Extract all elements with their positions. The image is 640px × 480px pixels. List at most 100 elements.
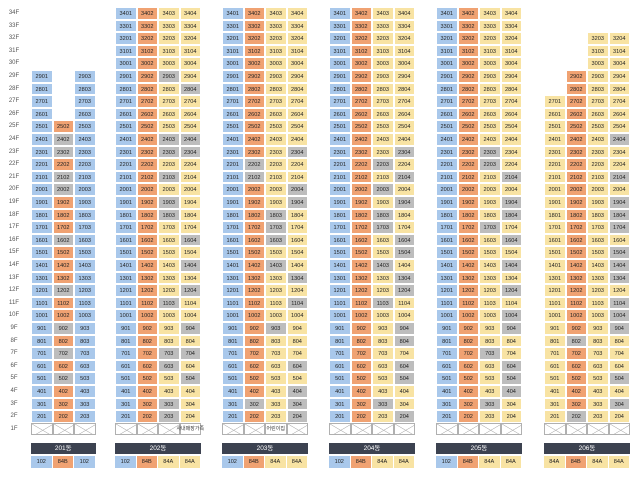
unit-cell: 2203 — [74, 158, 96, 171]
unit-cell: 2202 — [52, 158, 74, 171]
unit-cell: 2304 — [500, 145, 522, 159]
unit-cell: 1102 — [350, 296, 372, 310]
unit-cell: 902 — [52, 322, 74, 335]
unit-cell: 2502 — [136, 120, 158, 133]
unit-cell: 3102 — [457, 44, 479, 58]
empty-ground-unit — [286, 422, 308, 436]
unit-cell: 402 — [243, 385, 265, 398]
unit-cell: 1103 — [158, 296, 180, 310]
unit-cell: 1203 — [74, 284, 96, 297]
unit-cell: 2904 — [608, 70, 630, 83]
unit-cell: 203 — [372, 410, 394, 423]
unit-cell: 502 — [136, 372, 158, 385]
unit-cell: 1602 — [565, 233, 587, 247]
unit-cell: 2902 — [136, 70, 158, 83]
unit-cell: 3404 — [500, 7, 522, 20]
unit-cell: 2604 — [393, 107, 415, 121]
unit-cell: 1704 — [179, 221, 201, 234]
unit-cell: 1803 — [587, 208, 609, 222]
unit-cell: 1501 — [115, 246, 137, 259]
unit-cell: 3102 — [350, 44, 372, 58]
unit-cell: 2404 — [608, 133, 630, 146]
unit-cell: 2401 — [436, 133, 458, 146]
unit-cell: 3302 — [457, 19, 479, 33]
unit-cell: 1202 — [136, 284, 158, 297]
empty-ground-unit — [158, 422, 180, 436]
unit-cell: 202 — [457, 410, 479, 423]
unit-cell: 1703 — [372, 221, 394, 234]
unit-cell: 2402 — [457, 133, 479, 146]
unit-cell: 501 — [115, 372, 137, 385]
unit-cell: 2702 — [350, 95, 372, 108]
unit-cell: 2302 — [457, 145, 479, 159]
unit-cell: 2101 — [222, 170, 244, 184]
unit-cell: 2902 — [565, 70, 587, 83]
unit-cell: 1902 — [243, 196, 265, 209]
unit-cell: 1904 — [286, 196, 308, 209]
unit-cell: 3303 — [479, 19, 501, 33]
unit-cell: 1602 — [136, 233, 158, 247]
unit-cell: 1802 — [243, 208, 265, 222]
unit-cell: 1904 — [608, 196, 630, 209]
unit-cell: 3303 — [158, 19, 180, 33]
unit-cell: 2603 — [158, 107, 180, 121]
unit-cell: 404 — [608, 385, 630, 398]
unit-type-cell: 84A — [544, 456, 566, 469]
unit-cell: 1701 — [329, 221, 351, 234]
unit-cell: 2004 — [179, 183, 201, 196]
building-name: 201동 — [31, 443, 96, 455]
floor-label: 12F — [8, 287, 20, 294]
unit-cell: 2903 — [587, 70, 609, 83]
unit-cell: 1801 — [544, 208, 566, 222]
unit-cell: 1304 — [393, 271, 415, 285]
unit-cell: 503 — [74, 372, 96, 385]
unit-cell: 2803 — [158, 82, 180, 96]
unit-cell: 3102 — [136, 44, 158, 58]
unit-cell: 801 — [115, 334, 137, 348]
unit-cell: 2103 — [479, 170, 501, 184]
unit-cell: 2702 — [457, 95, 479, 108]
unit-cell: 1204 — [500, 284, 522, 297]
floor-label: 2F — [10, 413, 18, 420]
unit-cell: 2802 — [350, 82, 372, 96]
unit-cell: 1202 — [565, 284, 587, 297]
unit-cell: 2404 — [500, 133, 522, 146]
unit-cell: 1804 — [393, 208, 415, 222]
floor-label: 16F — [8, 236, 20, 243]
unit-cell: 401 — [115, 385, 137, 398]
unit-cell: 2202 — [457, 158, 479, 171]
unit-cell: 1702 — [350, 221, 372, 234]
unit-cell: 3001 — [222, 57, 244, 70]
unit-cell: 1202 — [457, 284, 479, 297]
unit-cell: 402 — [457, 385, 479, 398]
unit-cell: 1504 — [608, 246, 630, 259]
unit-cell: 2903 — [158, 70, 180, 83]
unit-cell: 503 — [479, 372, 501, 385]
unit-cell: 701 — [544, 347, 566, 360]
empty-ground-unit — [500, 422, 522, 436]
unit-cell: 2502 — [457, 120, 479, 133]
unit-cell: 2503 — [265, 120, 287, 133]
unit-cell: 3302 — [136, 19, 158, 33]
unit-type-cell: 84A — [158, 456, 180, 469]
unit-cell: 3204 — [608, 32, 630, 45]
unit-cell: 903 — [74, 322, 96, 335]
unit-cell: 902 — [565, 322, 587, 335]
unit-cell: 1802 — [350, 208, 372, 222]
unit-cell: 1803 — [74, 208, 96, 222]
floor-label: 7F — [10, 350, 18, 357]
unit-cell: 904 — [179, 322, 201, 335]
unit-cell: 203 — [265, 410, 287, 423]
unit-cell: 803 — [265, 334, 287, 348]
unit-cell: 1302 — [565, 271, 587, 285]
unit-cell: 1004 — [500, 309, 522, 322]
unit-cell: 3101 — [222, 44, 244, 58]
floor-label: 24F — [8, 136, 20, 142]
unit-cell: 701 — [436, 347, 458, 360]
unit-cell: 1503 — [158, 246, 180, 259]
unit-cell: 2401 — [544, 133, 566, 146]
unit-cell: 2101 — [115, 170, 137, 184]
unit-cell: 1703 — [479, 221, 501, 234]
unit-cell: 1804 — [286, 208, 308, 222]
empty-ground-unit — [436, 422, 458, 436]
